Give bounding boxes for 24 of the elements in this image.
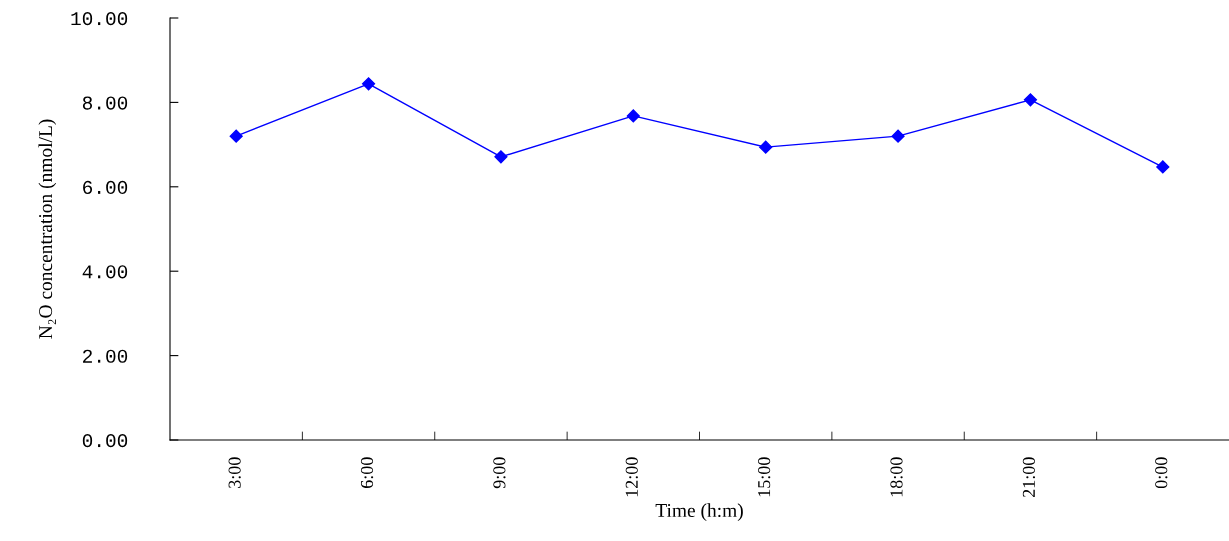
x-tick-label: 0:00	[1155, 457, 1168, 489]
y-tick-label: 0.00	[82, 434, 128, 448]
y-tick-label: 4.00	[82, 265, 128, 279]
point	[626, 109, 640, 123]
point	[891, 129, 905, 143]
x-tick-label: 3:00	[228, 457, 241, 488]
x-tick-label: 18:00	[890, 457, 903, 497]
point	[229, 129, 243, 143]
point	[1023, 93, 1038, 107]
x-tick-label: 21:00	[1022, 457, 1036, 497]
y-tick-label: 8.00	[82, 96, 128, 110]
x-tick-label: 15:00	[758, 457, 771, 497]
x-tick-label: 12:00	[625, 457, 638, 497]
point	[759, 140, 773, 154]
point	[494, 150, 508, 164]
point	[361, 77, 376, 91]
x-tick-label: 9:00	[493, 457, 506, 489]
y-axis-title: N₂O concentration (nmol/L)	[38, 119, 57, 339]
x-tick-label: 6:00	[360, 457, 374, 488]
point	[1156, 160, 1170, 174]
y-tick-label: 2.00	[83, 349, 128, 363]
y-tick-label: 6.00	[83, 180, 128, 195]
x-axis-title: Time (h:m)	[655, 503, 743, 521]
y-tick-label: 10.00	[71, 12, 128, 26]
